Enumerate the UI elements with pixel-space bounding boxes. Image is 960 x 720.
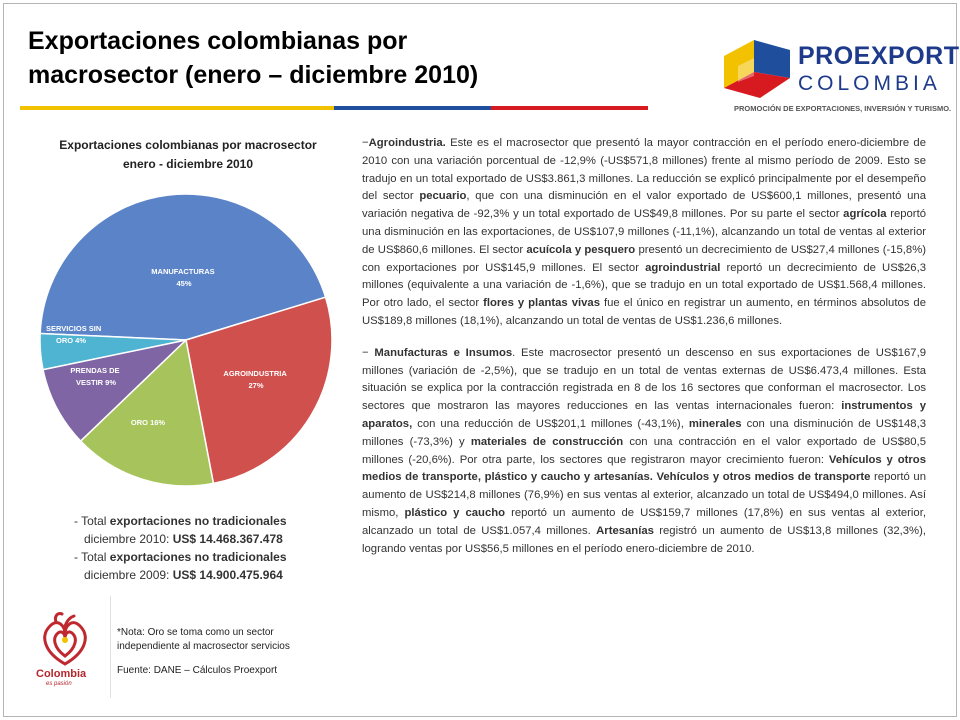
label-servicios: SERVICIOS SIN ORO 4%: [46, 324, 103, 345]
pie-chart: MANUFACTURAS 45% AGROINDUSTRIA 27% ORO 1…: [39, 193, 333, 487]
label-servicios-line-1: SERVICIOS SIN: [46, 324, 101, 333]
body-text: −Agroindustria. Este es el macrosector q…: [362, 135, 926, 572]
label-prendas-line-2: VESTIR 9%: [76, 378, 116, 387]
chart-title-line-1: Exportaciones colombianas por macrosecto…: [59, 138, 317, 152]
flag-color-rule: [20, 106, 648, 110]
label-agroindustria-pct: 27%: [248, 381, 263, 390]
proexport-logo: PROEXPORT COLOMBIA PROMOCIÓN DE EXPORTAC…: [716, 36, 959, 126]
divider: [110, 596, 111, 698]
total-2010-line-2: diciembre 2010: US$ 14.468.367.478: [84, 532, 283, 546]
slide-title-line-1: Exportaciones colombianas por: [28, 27, 408, 55]
colombia-flower-icon: [43, 612, 87, 666]
colombia-brand-name: Colombia: [36, 668, 87, 680]
paragraph-agroindustria: −Agroindustria. Este es el macrosector q…: [362, 137, 927, 327]
slide-title: Exportaciones colombianas por macrosecto…: [28, 24, 648, 92]
total-2009-line-1: - Total exportaciones no tradicionales: [74, 550, 287, 564]
label-agroindustria-name: AGROINDUSTRIA: [223, 369, 287, 378]
colombia-brand-tagline: es pasión: [46, 681, 72, 687]
source-note: Fuente: DANE – Cálculos Proexport: [117, 665, 278, 676]
pie-slice-oro: [79, 338, 215, 487]
pie-slice-prendas-de-vestir: [42, 338, 189, 443]
label-oro: ORO 16%: [131, 418, 166, 427]
logo-name-line-1: PROEXPORT: [798, 42, 960, 70]
proexport-mark-icon: [724, 40, 790, 98]
total-2010-line-1: - Total exportaciones no tradicionales: [74, 514, 287, 528]
notes-block: *Nota: Oro se toma como un sector indepe…: [117, 626, 290, 688]
label-prendas: PRENDAS DE VESTIR 9%: [70, 366, 121, 387]
slide-title-line-2: macrosector (enero – diciembre 2010): [28, 61, 479, 89]
label-agroindustria: AGROINDUSTRIA 27%: [223, 369, 288, 390]
chart-title: Exportaciones colombianas por macrosecto…: [40, 136, 336, 174]
pie-slice-agroindustria: [185, 296, 333, 485]
pie-slice-servicios-sin-oro: [39, 332, 187, 371]
logo-tagline: PROMOCIÓN DE EXPORTACIONES, INVERSIÓN Y …: [734, 104, 952, 113]
paragraph-manufacturas: − Manufacturas e Insumos. Este macrosect…: [362, 346, 927, 555]
pie-slice-manufacturas: [39, 193, 327, 341]
note: *Nota: Oro se toma como un sector indepe…: [117, 626, 290, 654]
note-line-2: independiente al macrosector servicios: [117, 641, 290, 652]
logo-name-line-2: COLOMBIA: [798, 72, 941, 95]
label-manufacturas: MANUFACTURAS 45%: [151, 267, 216, 288]
total-2009-line-2: diciembre 2009: US$ 14.900.475.964: [84, 568, 283, 582]
label-servicios-line-2: ORO 4%: [56, 336, 86, 345]
chart-title-line-2: enero - diciembre 2010: [122, 157, 254, 171]
label-oro-text: ORO 16%: [131, 418, 166, 427]
slide-frame: [3, 3, 957, 717]
label-manufacturas-name: MANUFACTURAS: [151, 267, 214, 276]
label-prendas-line-1: PRENDAS DE: [70, 366, 119, 375]
note-line-1: *Nota: Oro se toma como un sector: [117, 627, 274, 638]
totals-block: - Total exportaciones no tradicionales d…: [74, 512, 287, 584]
label-manufacturas-pct: 45%: [176, 279, 191, 288]
